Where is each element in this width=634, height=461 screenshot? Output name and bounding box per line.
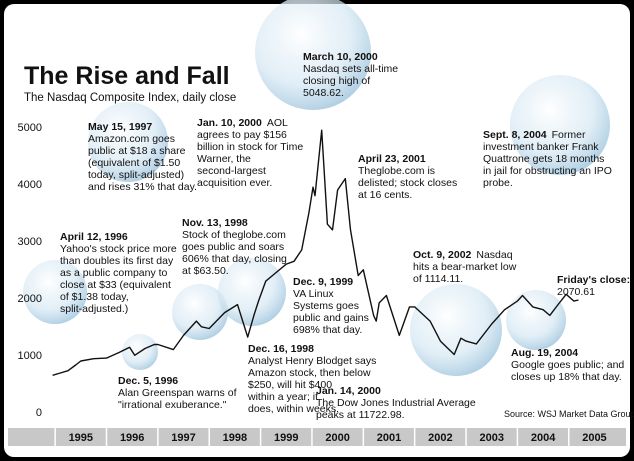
annotation-text: Quattrone gets 18 months bbox=[483, 153, 604, 165]
annotation-text: Former bbox=[552, 129, 586, 141]
annotation-title: Oct. 9, 2002 bbox=[413, 249, 472, 261]
annotation-text: public and gains bbox=[293, 312, 369, 324]
x-tick-label: 1996 bbox=[120, 432, 144, 444]
annotation-title: Dec. 16, 1998 bbox=[248, 343, 314, 355]
annotation-text: hits a bear-market low bbox=[413, 261, 517, 273]
annotation-text: probe. bbox=[483, 177, 513, 189]
y-tick-label: 5000 bbox=[18, 122, 42, 134]
annotation-text: closes up 18% that day. bbox=[511, 371, 622, 383]
annotation-text: delisted; stock closes bbox=[358, 177, 457, 189]
annotation-text: 5048.62. bbox=[303, 87, 344, 99]
annotation-title: April 23, 2001 bbox=[358, 153, 426, 165]
annotation-title: Sept. 8, 2004 bbox=[483, 129, 547, 141]
annotation-title: March 10, 2000 bbox=[303, 51, 378, 63]
annotation-text: within a year; it bbox=[247, 391, 318, 403]
annotation-text: 698% that day. bbox=[293, 324, 362, 336]
y-tick-label: 1000 bbox=[18, 350, 42, 362]
annotation-text: Theglobe.com is bbox=[358, 165, 435, 177]
annotation-text: split-adjusted.) bbox=[60, 303, 128, 315]
annotation-text: Alan Greenspan warns of bbox=[118, 387, 237, 399]
index-line bbox=[52, 129, 579, 376]
annotation-text: in jail for obstructing an IPO bbox=[483, 165, 612, 177]
chart-title: The Rise and Fall bbox=[24, 62, 230, 90]
annotation-text: investment banker Frank bbox=[483, 141, 599, 153]
annotation-text: "irrational exuberance." bbox=[118, 399, 227, 411]
x-tick-label: 2001 bbox=[377, 432, 401, 444]
y-tick-label: 3000 bbox=[18, 236, 42, 248]
annotation-text: Nasdaq sets all-time bbox=[303, 63, 398, 75]
annotation-text: today, split-adjusted) bbox=[88, 169, 184, 181]
annotation-text: Stock of theglobe.com bbox=[182, 229, 286, 241]
x-tick-label: 2002 bbox=[428, 432, 452, 444]
annotation-text: of $1.38 today, bbox=[60, 291, 129, 303]
annotation-text: Analyst Henry Blodget says bbox=[248, 355, 376, 367]
annotation-title: Nov. 13, 1998 bbox=[182, 217, 248, 229]
annotation-text: Yahoo's stock price more bbox=[60, 243, 177, 255]
annotation-text: acquisition ever. bbox=[197, 177, 272, 189]
x-tick-label: 1998 bbox=[223, 432, 247, 444]
annotation-text: at 16 cents. bbox=[358, 189, 412, 201]
annotation-text: close at $33 (equivalent bbox=[60, 279, 171, 291]
annotation-text: (equivalent of $1.50 bbox=[88, 157, 180, 169]
annotation-text: Amazon.com goes bbox=[88, 133, 175, 145]
annotation-text: 606% that day, closing bbox=[182, 253, 287, 265]
y-tick-label: 4000 bbox=[18, 179, 42, 191]
annotation-title: April 12, 1996 bbox=[60, 231, 128, 243]
bubbles bbox=[23, 0, 610, 376]
annotation-text: Warner, the bbox=[197, 153, 251, 165]
x-tick-label: 2000 bbox=[325, 432, 349, 444]
y-tick-label: 2000 bbox=[18, 293, 42, 305]
chart-subtitle: The Nasdaq Composite Index, daily close bbox=[24, 92, 236, 104]
x-tick-label: 2005 bbox=[582, 432, 606, 444]
annotation-text: $250, will hit $400 bbox=[248, 379, 332, 391]
annotation-text: billion in stock for Time bbox=[197, 141, 303, 153]
source: Source: WSJ Market Data Group bbox=[504, 409, 634, 419]
annotation-text: Amazon stock, then below bbox=[248, 367, 371, 379]
year-strip bbox=[8, 428, 626, 446]
annotation-text: Nasdaq bbox=[476, 249, 512, 261]
annotation-title: Dec. 5, 1996 bbox=[118, 375, 178, 387]
final-value-label: 2070.61 bbox=[557, 286, 595, 298]
x-tick-label: 1997 bbox=[171, 432, 195, 444]
annotation-text: second-largest bbox=[197, 165, 266, 177]
annotation-text: The Dow Jones Industrial Average bbox=[316, 397, 476, 409]
annotation-text: goes public and soars bbox=[182, 241, 284, 253]
y-tick-label: 0 bbox=[36, 407, 42, 419]
annotation-text: and rises 31% that day. bbox=[88, 181, 197, 193]
annotation-text: public at $18 a share bbox=[88, 145, 186, 157]
annotation-title: Dec. 9, 1999 bbox=[293, 276, 353, 288]
annotation-title: May 15, 1997 bbox=[88, 121, 152, 133]
annotation-text: than doubles its first day bbox=[60, 255, 174, 267]
annotation-title: Friday's close: bbox=[557, 274, 630, 286]
annotation-text: closing high of bbox=[303, 75, 370, 87]
x-tick-label: 1999 bbox=[274, 432, 298, 444]
annotation-text: Google goes public; and bbox=[511, 359, 624, 371]
annotation-text: AOL bbox=[267, 117, 288, 129]
annotation-text: of 1114.11. bbox=[413, 273, 463, 285]
annotation-text: as a public company to bbox=[60, 267, 168, 279]
x-tick-label: 1995 bbox=[69, 432, 93, 444]
annotation-text: VA Linux bbox=[293, 288, 334, 300]
annotation-title: Jan. 10, 2000 bbox=[197, 117, 262, 129]
annotation-text: agrees to pay $156 bbox=[197, 129, 287, 141]
annotation-text: at $63.50. bbox=[182, 265, 229, 277]
annotation-text: peaks at 11722.98. bbox=[316, 409, 405, 421]
x-tick-label: 2003 bbox=[479, 432, 503, 444]
annotation-title: Jan. 14, 2000 bbox=[316, 385, 381, 397]
annotation-title: Aug. 19, 2004 bbox=[511, 347, 578, 359]
annotation-text: does, within weeks. bbox=[248, 403, 339, 415]
x-tick-label: 2004 bbox=[531, 432, 556, 444]
annotation-text: Systems goes bbox=[293, 300, 359, 312]
